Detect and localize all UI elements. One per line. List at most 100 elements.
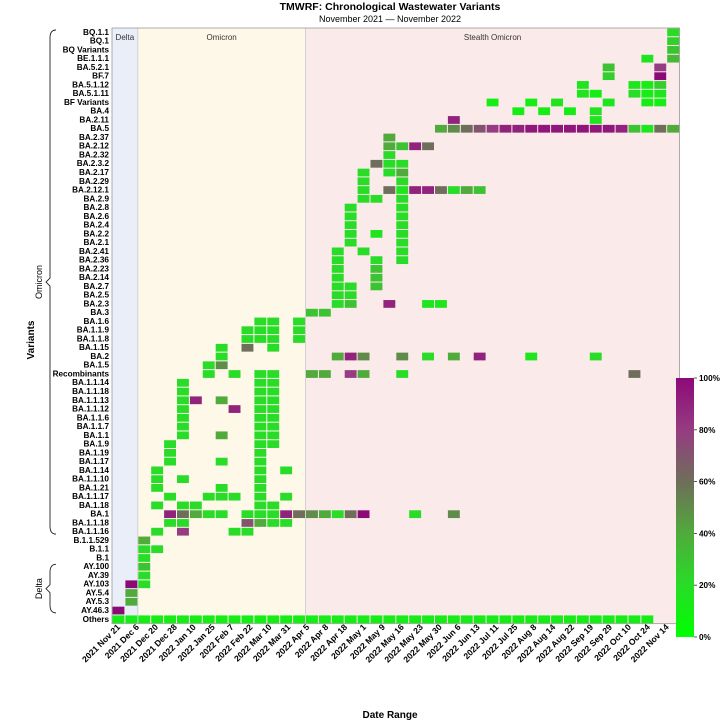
y-tick-label: BA.2.32: [79, 150, 109, 159]
heatmap-cell: [241, 510, 254, 519]
heatmap-cell: [396, 615, 409, 624]
heatmap-cell: [344, 370, 357, 378]
heatmap-cell: [138, 571, 151, 580]
heatmap-cell: [318, 308, 331, 317]
heatmap-cell: [138, 545, 151, 554]
y-tick-label: BQ Variants: [63, 45, 110, 54]
heatmap-cell: [254, 448, 267, 457]
heatmap-cell: [628, 124, 641, 133]
heatmap-cell: [576, 615, 589, 624]
heatmap-cell: [486, 98, 499, 107]
heatmap-cell: [151, 475, 164, 484]
y-tick-label: BA.1.1: [84, 431, 110, 440]
y-tick-label: BA.4: [90, 107, 109, 116]
heatmap-cell: [512, 107, 525, 116]
heatmap-cell: [177, 615, 189, 624]
heatmap-cell: [512, 124, 525, 133]
heatmap-cell: [538, 615, 551, 624]
heatmap-cell: [125, 597, 138, 606]
y-tick-label: BA.2.37: [79, 133, 109, 142]
heatmap-cell: [254, 466, 267, 475]
heatmap-cell: [189, 510, 202, 519]
heatmap-cell: [628, 89, 641, 98]
heatmap-cell: [241, 615, 254, 624]
heatmap-cell: [280, 510, 293, 519]
heatmap-cell: [241, 527, 254, 536]
heatmap-cell: [164, 448, 176, 457]
heatmap-cell: [164, 440, 176, 448]
heatmap-cell: [267, 501, 280, 510]
y-tick-labels: BQ.1.1BQ.1BQ VariantsBE.1.1.1BA.5.2.1BF.…: [53, 28, 110, 624]
heatmap-cell: [189, 501, 202, 510]
heatmap-cell: [667, 54, 680, 63]
heatmap-cell: [267, 431, 280, 440]
heatmap-cell: [357, 352, 370, 361]
heatmap-cell: [344, 291, 357, 300]
y-tick-label: BF.7: [92, 72, 109, 81]
heatmap-cell: [177, 378, 189, 387]
y-tick-label: BQ.1: [90, 37, 110, 46]
heatmap-cell: [254, 396, 267, 405]
y-tick-label: BA.1.1.10: [72, 475, 109, 484]
heatmap-cell: [551, 615, 563, 624]
colorbar-tick-label: 80%: [699, 426, 716, 435]
heatmap-cell: [254, 326, 267, 335]
region-label: Omicron: [207, 33, 237, 42]
heatmap-cell: [125, 615, 138, 624]
heatmap-cell: [331, 291, 344, 300]
heatmap-cell: [151, 615, 164, 624]
heatmap-cell: [602, 63, 615, 72]
heatmap-cell: [331, 352, 344, 361]
heatmap-cell: [615, 124, 628, 133]
y-tick-label: BA.2.17: [79, 168, 109, 177]
heatmap-cell: [306, 615, 318, 624]
heatmap-cell: [215, 457, 228, 466]
heatmap-cell: [370, 265, 383, 273]
heatmap-cell: [344, 510, 357, 519]
heatmap-cell: [357, 370, 370, 378]
y-tick-label: BA.2.9: [84, 194, 110, 203]
heatmap-cell: [447, 116, 460, 124]
y-tick-label: AY.46.3: [81, 606, 109, 615]
y-tick-label: B.1.1.529: [73, 536, 109, 545]
heatmap-cell: [202, 510, 215, 519]
heatmap-cell: [177, 510, 189, 519]
heatmap-cell: [602, 124, 615, 133]
heatmap-cell: [267, 326, 280, 335]
heatmap-cell: [396, 247, 409, 256]
heatmap-cell: [486, 615, 499, 624]
heatmap-cell: [396, 194, 409, 203]
heatmap-cell: [125, 580, 138, 589]
y-tick-label: BA.2.12: [79, 142, 109, 151]
y-tick-label: BA.1.19: [79, 448, 109, 457]
y-tick-label: BA.1.1.6: [77, 413, 110, 422]
heatmap-cell: [525, 352, 538, 361]
heatmap-cell: [344, 282, 357, 291]
heatmap-cell: [151, 545, 164, 554]
heatmap-cell: [177, 527, 189, 536]
heatmap-cell: [331, 273, 344, 282]
heatmap-cell: [409, 615, 422, 624]
heatmap-cell: [357, 615, 370, 624]
heatmap-cell: [254, 492, 267, 501]
colorbar-tick-label: 40%: [699, 529, 716, 538]
heatmap-cell: [628, 81, 641, 89]
heatmap-cell: [267, 343, 280, 352]
heatmap-cell: [667, 46, 680, 54]
heatmap-cell: [396, 221, 409, 229]
heatmap-cell: [267, 405, 280, 413]
heatmap-cell: [177, 396, 189, 405]
heatmap-cell: [228, 527, 241, 536]
heatmap-cell: [641, 124, 654, 133]
heatmap-cell: [267, 413, 280, 422]
y-tick-label: BA.2.5: [84, 291, 110, 300]
heatmap-cell: [396, 177, 409, 186]
heatmap-cell: [396, 203, 409, 212]
heatmap-cell: [215, 343, 228, 352]
heatmap-cell: [357, 247, 370, 256]
heatmap-cell: [383, 133, 396, 142]
region-bg: [112, 28, 138, 624]
y-tick-label: BA.1: [90, 510, 109, 519]
heatmap-cell: [254, 484, 267, 492]
heatmap-cell: [293, 335, 305, 343]
